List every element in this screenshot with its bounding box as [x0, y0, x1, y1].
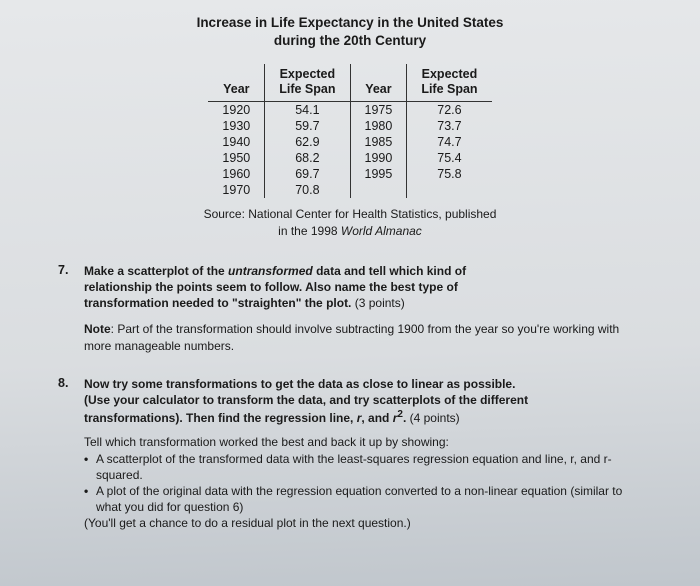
table-row: 197070.8	[208, 182, 491, 198]
table-row: 192054.1197572.6	[208, 102, 491, 119]
question-number: 8.	[58, 376, 84, 390]
q8-bold-3a: transformations). Then find the regressi…	[84, 411, 357, 425]
cell: 1940	[208, 134, 264, 150]
question-number: 7.	[58, 263, 84, 277]
col-year-1: Year	[208, 64, 264, 102]
q7-bold-1: Make a scatterplot of the	[84, 264, 228, 278]
bullet-dot: •	[84, 483, 96, 515]
cell: 1990	[350, 150, 407, 166]
col-span-2: ExpectedLife Span	[407, 64, 492, 102]
bullet-text: A scatterplot of the transformed data wi…	[96, 451, 642, 483]
cell: 75.8	[407, 166, 492, 182]
bullet-dot: •	[84, 451, 96, 483]
cell: 68.2	[265, 150, 350, 166]
q8-tail: (You'll get a chance to do a residual pl…	[84, 515, 642, 531]
cell: 54.1	[265, 102, 350, 119]
cell: 74.7	[407, 134, 492, 150]
source-line2a: in the 1998	[278, 224, 341, 238]
cell: 73.7	[407, 118, 492, 134]
bullet-item: •A scatterplot of the transformed data w…	[84, 451, 642, 483]
q7-bold-2: relationship the points seem to follow. …	[84, 280, 458, 294]
q8-bold-1: Now try some transformations to get the …	[84, 377, 515, 391]
table-header-row: Year ExpectedLife Span Year ExpectedLife…	[208, 64, 491, 102]
q7-italic: untransformed	[228, 264, 313, 278]
cell: 1970	[208, 182, 264, 198]
q8-points: (4 points)	[406, 411, 459, 425]
table-row: 193059.7198073.7	[208, 118, 491, 134]
cell	[350, 182, 407, 198]
source-italic: World Almanac	[341, 224, 422, 238]
cell: 70.8	[265, 182, 350, 198]
cell: 62.9	[265, 134, 350, 150]
header-text: Year	[223, 82, 249, 96]
col-span-1: ExpectedLife Span	[265, 64, 350, 102]
question-body: Now try some transformations to get the …	[84, 376, 642, 427]
cell: 1920	[208, 102, 264, 119]
cell: 59.7	[265, 118, 350, 134]
question-body: Make a scatterplot of the untransformed …	[84, 263, 642, 312]
question-8-subtext: Tell which transformation worked the bes…	[84, 434, 642, 531]
bullet-text: A plot of the original data with the reg…	[96, 483, 642, 515]
cell: 1975	[350, 102, 407, 119]
header-text: Year	[365, 82, 391, 96]
col-year-2: Year	[350, 64, 407, 102]
table-body: 192054.1197572.6 193059.7198073.7 194062…	[208, 102, 491, 199]
title-line-2: during the 20th Century	[274, 33, 426, 48]
table-row: 194062.9198574.7	[208, 134, 491, 150]
bullet-item: •A plot of the original data with the re…	[84, 483, 642, 515]
source-citation: Source: National Center for Health Stati…	[58, 206, 642, 238]
q8-bold-2: (Use your calculator to transform the da…	[84, 393, 528, 407]
q7-points: (3 points)	[351, 296, 404, 310]
page-title: Increase in Life Expectancy in the Unite…	[58, 14, 642, 50]
cell: 72.6	[407, 102, 492, 119]
q8-bold-3c: , and	[361, 411, 392, 425]
q7-bold-1c: data and tell which kind of	[313, 264, 466, 278]
table-row: 196069.7199575.8	[208, 166, 491, 182]
cell: 1980	[350, 118, 407, 134]
life-expectancy-table: Year ExpectedLife Span Year ExpectedLife…	[208, 64, 491, 198]
question-7-note: Note: Part of the transformation should …	[84, 321, 642, 353]
cell: 69.7	[265, 166, 350, 182]
cell: 1960	[208, 166, 264, 182]
worksheet-page: Increase in Life Expectancy in the Unite…	[0, 0, 700, 543]
cell	[407, 182, 492, 198]
question-8: 8. Now try some transformations to get t…	[58, 376, 642, 427]
cell: 1950	[208, 150, 264, 166]
note-text: : Part of the transformation should invo…	[84, 322, 619, 352]
q7-bold-3: transformation needed to "straighten" th…	[84, 296, 351, 310]
q8-intro: Tell which transformation worked the bes…	[84, 434, 642, 450]
cell: 1930	[208, 118, 264, 134]
cell: 75.4	[407, 150, 492, 166]
title-line-1: Increase in Life Expectancy in the Unite…	[197, 15, 504, 30]
note-label: Note	[84, 322, 111, 336]
question-7: 7. Make a scatterplot of the untransform…	[58, 263, 642, 312]
source-line1: Source: National Center for Health Stati…	[204, 207, 497, 221]
cell: 1985	[350, 134, 407, 150]
cell: 1995	[350, 166, 407, 182]
table-row: 195068.2199075.4	[208, 150, 491, 166]
